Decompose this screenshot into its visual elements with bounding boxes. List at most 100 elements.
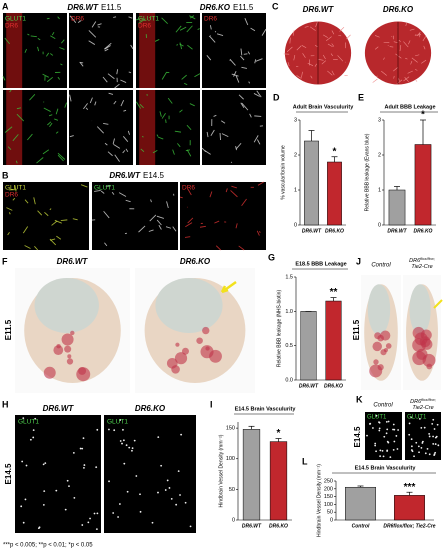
vessel	[164, 489, 167, 491]
label: E14.5	[4, 463, 13, 484]
vessel	[89, 517, 91, 520]
significance: *	[333, 146, 337, 157]
blood	[380, 330, 391, 341]
vessel	[29, 438, 32, 441]
vessel	[48, 114, 53, 117]
chart-title: E14.5 Brain Vasculurity	[235, 406, 297, 412]
panel-label: E	[358, 92, 364, 102]
vessel	[179, 494, 181, 496]
vessel	[310, 75, 313, 79]
y-tick-label: 1	[378, 187, 381, 193]
vessel	[392, 448, 395, 451]
vessel	[383, 435, 386, 438]
vessel	[214, 220, 220, 224]
vessel	[6, 207, 13, 211]
image-panel	[3, 89, 68, 165]
image-panel	[2, 13, 67, 88]
vessel	[408, 433, 411, 436]
vessel	[236, 142, 242, 149]
vessel	[50, 35, 56, 39]
vessel	[32, 429, 35, 432]
vessel	[184, 82, 188, 86]
vessel	[51, 220, 58, 226]
vessel	[44, 211, 49, 217]
vessel	[139, 103, 144, 109]
y-axis-label: Hindbrain Vessel Density (mm⁻²)	[218, 434, 224, 507]
vessel	[113, 16, 117, 18]
vessel	[414, 69, 418, 71]
vessel	[378, 427, 381, 430]
x-tick-label: DR6.KO	[269, 523, 288, 529]
image-bg	[69, 13, 133, 88]
x-tick-label: DR6.WT	[387, 228, 407, 234]
image-panel	[135, 13, 201, 88]
blood	[66, 358, 74, 365]
vessel	[113, 429, 116, 432]
vessel	[374, 46, 379, 50]
vessel	[104, 142, 108, 146]
vessel	[42, 503, 45, 506]
image-panel	[104, 415, 196, 533]
vessel	[148, 229, 154, 232]
vessel	[253, 135, 259, 143]
vessel	[49, 122, 53, 128]
vessel	[317, 59, 324, 61]
vessel	[49, 208, 52, 211]
vessel	[428, 433, 431, 435]
vessel	[24, 48, 27, 53]
vessel	[418, 417, 421, 420]
vessel	[95, 528, 98, 530]
image-bg	[104, 415, 196, 533]
embryo-head	[367, 284, 391, 335]
vessel	[27, 33, 30, 36]
vessel	[167, 97, 173, 104]
vessel	[420, 427, 423, 429]
vessel	[82, 437, 85, 440]
vessel	[413, 455, 415, 458]
allele: flox/flox;	[421, 397, 436, 402]
vessel	[296, 45, 302, 51]
vessel	[185, 149, 191, 152]
vessel	[301, 45, 307, 48]
blood	[372, 341, 382, 352]
vessel	[165, 226, 172, 229]
y-tick-label: 100	[226, 456, 235, 462]
vessel	[93, 512, 96, 515]
vessel	[230, 161, 233, 163]
blood	[174, 352, 188, 365]
vessel	[7, 232, 10, 236]
image-bg	[202, 90, 266, 165]
vessel	[187, 188, 192, 196]
vessel	[87, 521, 90, 524]
vessel	[187, 217, 194, 224]
error-bar	[331, 156, 338, 162]
y-axis-label: Relative BBB leakage (NHS-biotin)	[276, 290, 282, 368]
blood	[200, 345, 214, 359]
vessel	[189, 15, 196, 20]
vessel	[241, 102, 249, 111]
panel-label: H	[2, 399, 9, 409]
vessel	[158, 224, 162, 230]
image-panel	[405, 412, 441, 460]
vessel	[42, 73, 49, 78]
vessel	[250, 27, 256, 32]
error-bar	[406, 491, 413, 496]
vessel	[108, 428, 110, 431]
vessel	[69, 94, 72, 102]
vessel	[114, 83, 120, 89]
error-bar	[394, 186, 400, 190]
blood	[43, 366, 56, 379]
vessel	[414, 34, 417, 37]
stage-header: E14.5	[143, 171, 164, 180]
vessel	[157, 436, 160, 439]
vessel	[46, 76, 53, 83]
vessel	[184, 236, 191, 238]
vessel	[186, 149, 192, 157]
vessel	[428, 453, 431, 456]
vessel	[37, 527, 40, 530]
vessel	[259, 230, 261, 234]
vessel	[386, 450, 389, 452]
vessel	[54, 219, 62, 224]
vessel	[159, 111, 162, 117]
error-bar	[308, 130, 315, 141]
